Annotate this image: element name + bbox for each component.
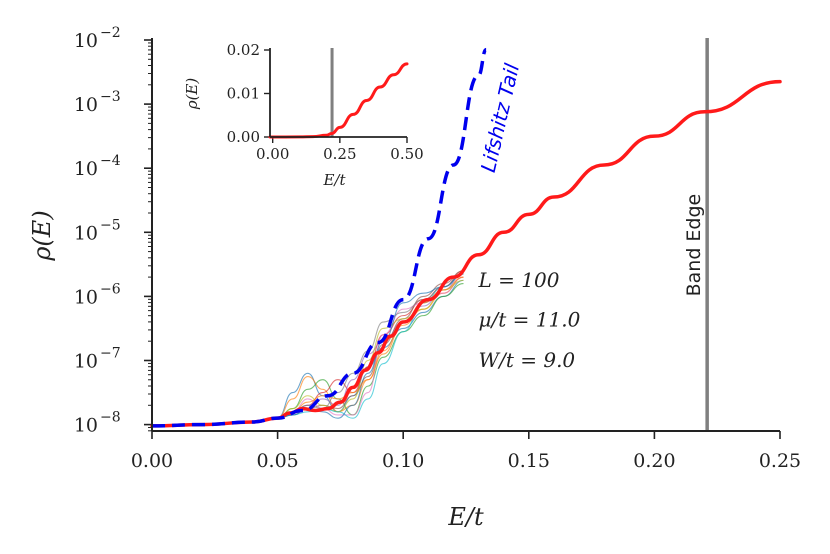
y-tick-label: 10: [74, 158, 98, 180]
inset-background: [270, 46, 411, 137]
inset-y-tick-label: 0.01: [227, 85, 260, 103]
param-w: W/t = 9.0: [479, 348, 576, 372]
band-edge-label: Band Edge: [683, 194, 705, 297]
inset-y-tick-label: 0.02: [227, 41, 260, 59]
param-l: L = 100: [478, 268, 560, 292]
y-tick-label: 10: [74, 286, 98, 308]
inset-x-tick-label: 0.00: [256, 145, 289, 163]
ensemble-curve: [277, 283, 464, 419]
y-axis-title: ρ(E): [28, 210, 56, 261]
y-tick-label: 10: [74, 350, 98, 372]
y-tick-exponent: −3: [100, 89, 121, 105]
y-tick-exponent: −5: [100, 217, 121, 233]
x-tick-label: 0.00: [131, 450, 173, 472]
inset-x-tick-label: 0.50: [390, 145, 423, 163]
y-tick-label: 10: [74, 415, 98, 437]
inset-y-axis-title: ρ(E): [183, 78, 201, 111]
x-tick-label: 0.20: [633, 450, 675, 472]
inset-axis-ticks: 0.00 0.25 0.50 0.00 0.01 0.02: [227, 41, 424, 163]
param-mu: μ/t = 11.0: [479, 308, 581, 332]
lifshitz-tail-curve: [151, 47, 488, 428]
main-axes: [151, 38, 780, 432]
y-tick-label: 10: [74, 222, 98, 244]
x-tick-label: 0.10: [382, 450, 424, 472]
ensemble-curve: [277, 276, 464, 419]
y-tick-exponent: −8: [100, 410, 121, 426]
main-axis-ticks: 0.00 0.05 0.10 0.15 0.20 0.2510−810−710−610−5…: [74, 25, 801, 472]
x-axis-title: E/t: [447, 503, 484, 531]
inset-y-tick-label: 0.00: [227, 128, 260, 146]
x-tick-label: 0.15: [508, 450, 550, 472]
inset-x-axis-title: E/t: [322, 171, 346, 189]
x-tick-label: 0.05: [256, 450, 298, 472]
y-tick-exponent: −2: [100, 25, 121, 41]
y-tick-exponent: −7: [100, 345, 121, 361]
y-tick-exponent: −4: [100, 153, 121, 169]
inset-axes: [269, 48, 407, 138]
inset-x-tick-label: 0.25: [323, 145, 356, 163]
y-tick-label: 10: [74, 94, 98, 116]
y-tick-label: 10: [74, 30, 98, 52]
x-tick-label: 0.25: [759, 450, 801, 472]
inset-plot: 0.00 0.25 0.50 0.00 0.01 0.02 E/t ρ(E): [183, 41, 424, 189]
y-tick-exponent: −6: [100, 281, 121, 297]
